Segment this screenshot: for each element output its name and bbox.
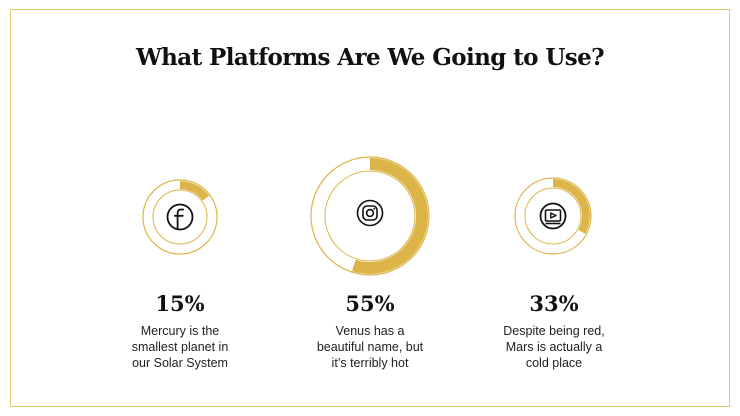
platform-percent-facebook: 15% xyxy=(155,291,205,316)
ring-outer-track xyxy=(514,177,592,255)
platform-ring-instagram xyxy=(310,156,430,276)
description-line: beautiful name, but xyxy=(316,340,424,354)
platform-description-facebook: Mercury is the smallest planet in our So… xyxy=(100,323,260,371)
description-line: our Solar System xyxy=(132,356,228,370)
ring-outer-track xyxy=(310,156,430,276)
description-line: it’s terribly hot xyxy=(331,356,409,370)
platform-ring-video xyxy=(514,177,592,255)
ring-inner-track xyxy=(524,187,582,245)
ring-progress-arc xyxy=(516,179,590,253)
slide-border xyxy=(10,9,730,407)
platform-description-video: Despite being red, Mars is actually a co… xyxy=(474,323,634,371)
description-line: smallest planet in xyxy=(131,340,229,354)
description-line: cold place xyxy=(525,356,583,370)
description-line: Mercury is the xyxy=(140,324,220,338)
ring-inner-track xyxy=(152,189,208,245)
facebook-icon[interactable] xyxy=(166,203,194,231)
platform-percent-video: 33% xyxy=(529,291,579,316)
slide-title: What Platforms Are We Going to Use? xyxy=(135,44,605,71)
platform-description-instagram: Venus has a beautiful name, but it’s ter… xyxy=(290,323,450,371)
platform-ring-facebook xyxy=(142,179,218,255)
instagram-icon[interactable] xyxy=(356,199,384,227)
ring-outer-track xyxy=(142,179,218,255)
description-line: Venus has a xyxy=(335,324,405,338)
description-line: Despite being red, xyxy=(503,324,605,338)
video-icon[interactable] xyxy=(539,202,567,230)
ring-progress-arc xyxy=(312,158,428,274)
ring-inner-track xyxy=(324,170,416,262)
description-line: Mars is actually a xyxy=(505,340,603,354)
ring-progress-arc xyxy=(144,181,216,253)
platform-percent-instagram: 55% xyxy=(345,291,395,316)
